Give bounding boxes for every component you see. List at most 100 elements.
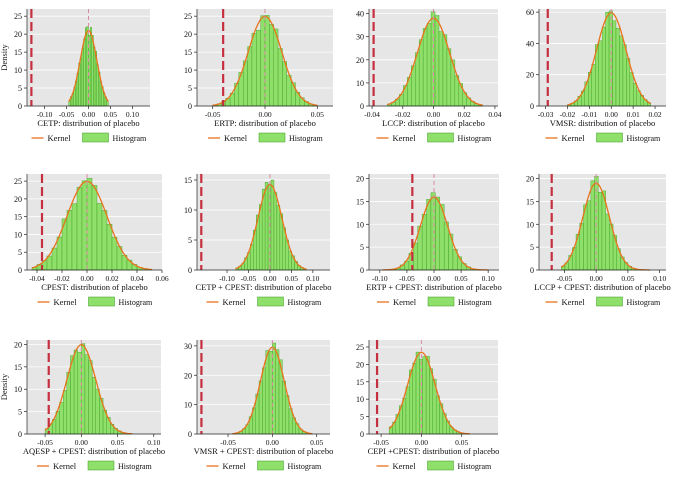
y-tick-label: 10: [14, 230, 22, 239]
legend-kernel-label: Kernel: [393, 297, 417, 307]
chart-panel-5: 0 5 10 15 20 25 -0.04 -0.02 0.00 0.02 0.04 0.06 CPES…: [14, 174, 169, 307]
kernel-density-line: [44, 344, 133, 435]
kernel-density-line: [382, 196, 489, 271]
x-tick-label: 0.05: [111, 438, 124, 447]
histogram-bar: [626, 58, 631, 107]
x-tick-label: -0.05: [205, 110, 221, 119]
histogram-bar: [91, 377, 97, 435]
y-tick-label: 20: [356, 175, 364, 184]
kernel-density-line: [31, 180, 153, 271]
histogram-bar: [442, 34, 448, 107]
histogram-bar: [412, 362, 417, 435]
histogram-bar: [95, 388, 100, 435]
x-tick-label: 0.00: [263, 274, 276, 283]
histogram-bar: [276, 205, 281, 271]
x-tick-label: 0.05: [455, 274, 468, 283]
legend-histogram-label: Histogram: [627, 134, 662, 143]
histogram-bar: [84, 354, 89, 435]
x-tick-label: 0.05: [310, 438, 323, 447]
y-tick-label: 25: [356, 343, 364, 352]
legend-kernel-label: Kernel: [48, 133, 72, 143]
histogram-bar: [277, 48, 283, 107]
histogram-bar: [96, 64, 99, 107]
y-tick-label: 5: [188, 84, 192, 93]
legend-histogram-label: Histogram: [458, 462, 493, 471]
x-tick-label: -0.02: [395, 110, 411, 119]
legend-kernel-label: Kernel: [223, 297, 247, 307]
histogram-bar: [622, 44, 627, 107]
y-tick-label: 5: [530, 243, 534, 252]
x-tick-label: 0.01: [627, 110, 640, 119]
y-tick-label: 30: [356, 33, 364, 42]
y-tick-label: 20: [14, 340, 22, 349]
y-tick-label: 40: [356, 10, 364, 19]
legend-histogram-label: Histogram: [113, 134, 148, 143]
histogram-bar: [59, 402, 64, 435]
histogram-bar: [51, 247, 58, 271]
histogram-bar: [586, 200, 592, 271]
x-tick-label: 0.00: [82, 110, 95, 119]
x-tick-label: 0.04: [488, 110, 501, 119]
histogram-bar: [446, 48, 452, 107]
legend-histogram-label: Histogram: [458, 298, 493, 307]
y-tick-label: 5: [18, 248, 22, 257]
y-tick-label: 30: [184, 342, 192, 351]
y-tick-label: 5: [188, 236, 192, 245]
histogram-bar: [612, 20, 617, 107]
histogram-bar: [106, 223, 113, 271]
y-tick-label: 20: [184, 371, 192, 380]
histogram-bar: [591, 64, 596, 107]
legend: Kernel Histogram: [31, 132, 148, 143]
y-tick-label: 15: [356, 197, 364, 206]
y-tick-label: 10: [184, 66, 192, 75]
histogram-bar: [438, 31, 444, 107]
y-tick-label: 10: [14, 385, 22, 394]
histogram-bar: [273, 28, 279, 107]
histogram-bar: [256, 29, 261, 107]
legend-histogram-swatch: [427, 296, 455, 307]
y-tick-label: 20: [526, 175, 534, 184]
histogram-bar: [590, 180, 595, 271]
y-tick-label: 5: [360, 243, 364, 252]
y-tick-label: 15: [14, 48, 22, 57]
y-tick-label: 15: [14, 363, 22, 372]
histogram-bar: [629, 72, 634, 107]
histogram-bar: [91, 35, 94, 107]
y-tick-label: 10: [184, 401, 192, 410]
y-tick-label: 15: [14, 213, 22, 222]
histogram-bar: [101, 210, 108, 271]
histogram-bar: [619, 35, 624, 107]
histogram-bar: [88, 360, 93, 435]
y-tick-label: 5: [18, 84, 22, 93]
histogram-bar: [251, 33, 257, 107]
legend-histogram-swatch: [88, 296, 115, 307]
histogram-bar: [418, 39, 424, 107]
histogram-bar: [282, 61, 287, 107]
histogram-bar: [414, 52, 420, 107]
legend-histogram-swatch: [87, 460, 115, 471]
legend-kernel-label: Kernel: [53, 461, 77, 471]
x-axis-label: CETP + CPEST: distribution of placebo: [195, 282, 331, 292]
x-axis-label: CEPI +CPEST: distribution of placebo: [368, 446, 500, 456]
histogram-bar: [421, 214, 427, 271]
y-tick-label: 15: [526, 197, 534, 206]
x-axis-label: VMSR + CPEST: distribution of placebo: [194, 446, 334, 456]
x-tick-label: 0.10: [306, 274, 319, 283]
legend-histogram-swatch: [258, 132, 286, 143]
x-tick-label: 0.00: [258, 110, 271, 119]
x-tick-label: 0.00: [427, 274, 440, 283]
kernel-density-line: [560, 182, 651, 271]
x-tick-label: 0.10: [147, 438, 160, 447]
legend-kernel-label: Kernel: [54, 297, 78, 307]
histogram-bar: [71, 203, 78, 271]
y-tick-label: 5: [360, 413, 364, 422]
histogram-bar: [91, 185, 98, 271]
chart-panel-4: 0 20 40 60 -0.03 -0.02 -0.01 0.00 0.01 0.02VMSR: …: [526, 8, 666, 143]
x-axis-label: LCCP: distribution of placebo: [382, 118, 485, 128]
y-tick-label: 10: [356, 220, 364, 229]
x-tick-label: 0.05: [621, 274, 634, 283]
x-tick-label: -0.05: [557, 274, 573, 283]
legend-kernel-label: Kernel: [224, 133, 248, 143]
